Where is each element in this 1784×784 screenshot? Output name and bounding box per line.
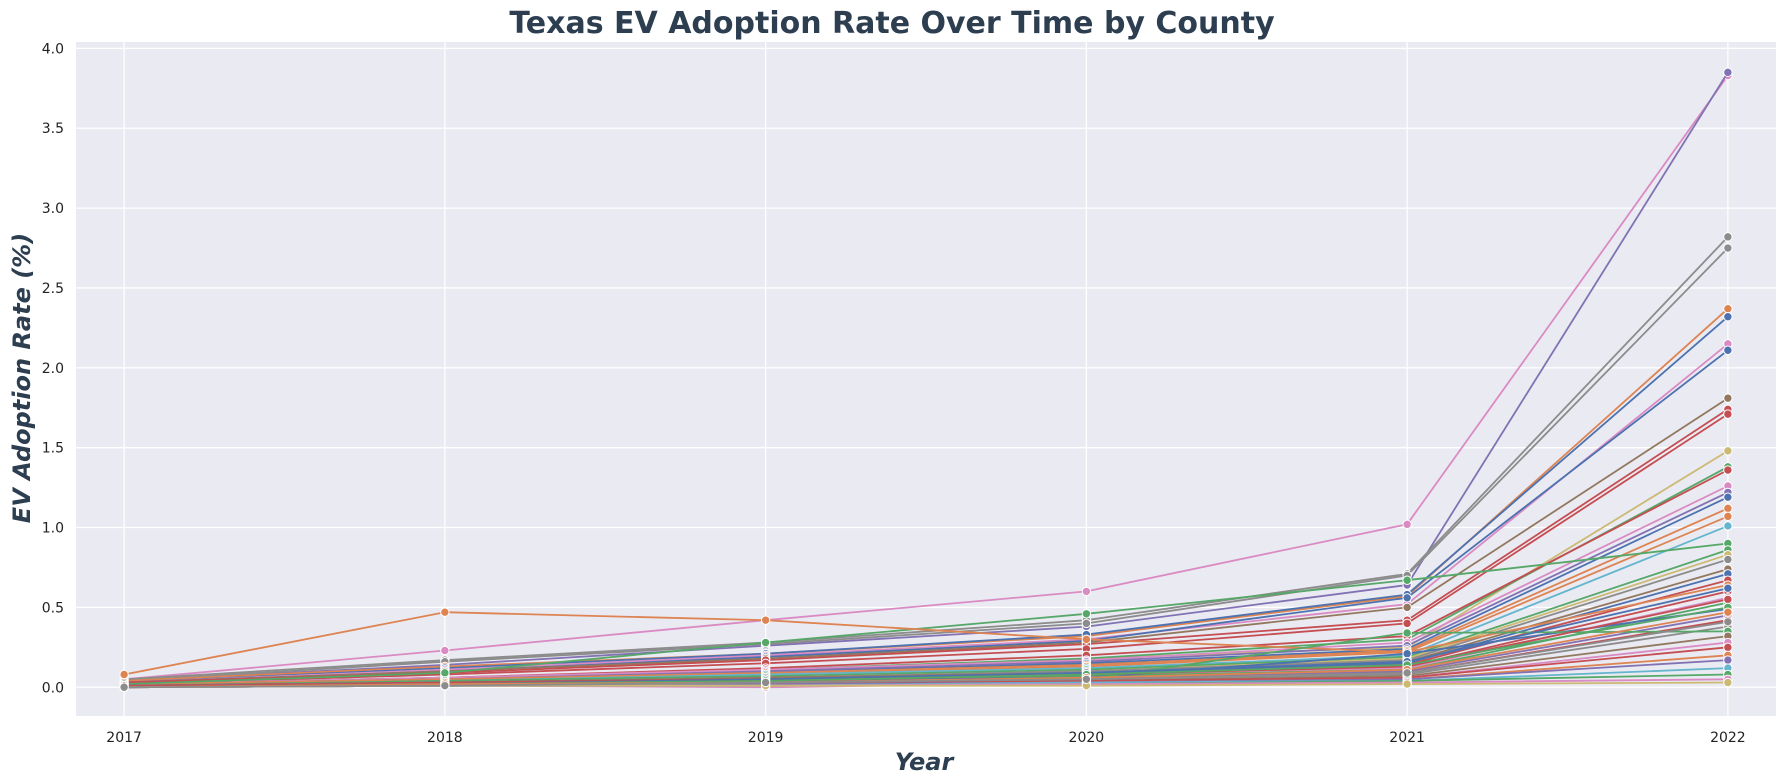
data-point (1723, 642, 1733, 653)
x-tick-label: 2017 (106, 730, 142, 746)
x-tick-label: 2022 (1710, 730, 1746, 746)
data-point (1723, 617, 1733, 627)
data-point (1081, 609, 1092, 619)
x-tick-label: 2021 (1389, 730, 1425, 746)
data-point (1402, 575, 1412, 585)
data-point (1723, 393, 1733, 403)
data-point (440, 680, 450, 691)
chart-title: Texas EV Adoption Rate Over Time by Coun… (509, 6, 1275, 41)
series-line (124, 316, 1729, 684)
x-tick-label: 2020 (1069, 730, 1105, 746)
data-point (1723, 446, 1733, 456)
y-tick-label: 4.0 (42, 41, 64, 57)
series-50 (119, 617, 1733, 692)
data-point (1723, 554, 1733, 565)
data-point (1402, 602, 1412, 613)
series-line (124, 247, 1729, 682)
data-point (1723, 677, 1733, 688)
data-point (1402, 519, 1412, 530)
data-point (1723, 67, 1733, 78)
tick-labels: 0.0 0.5 1.0 1.5 2.0 2.5 3.0 3.5 4.0 2017 2018 2019 2… (42, 41, 1746, 746)
data-point (440, 607, 450, 617)
data-point (1723, 304, 1733, 314)
data-point (760, 615, 771, 625)
data-point (1723, 232, 1733, 242)
series-line (124, 397, 1729, 684)
series-line (124, 485, 1729, 685)
y-tick-label: 0.5 (42, 600, 64, 616)
y-tick-label: 2.5 (42, 281, 64, 297)
y-axis-label: EV Adoption Rate (%) (8, 233, 36, 523)
series-line (124, 413, 1729, 685)
data-point (440, 668, 450, 678)
series-line (124, 71, 1729, 682)
data-point (1402, 618, 1412, 629)
data-point (1723, 583, 1733, 593)
plot-area (76, 42, 1776, 716)
data-point (1402, 679, 1412, 689)
y-tick-label: 2.0 (42, 361, 64, 377)
data-point (1402, 628, 1412, 638)
series-line (124, 620, 1729, 689)
data-point (1723, 312, 1733, 322)
data-point (1723, 503, 1733, 514)
data-point (1723, 511, 1733, 522)
data-point (1081, 634, 1092, 645)
data-point (1402, 649, 1412, 659)
series-line (124, 542, 1729, 685)
y-tick-label: 1.0 (42, 521, 64, 537)
y-tick-label: 1.5 (42, 441, 64, 457)
data-point (1723, 655, 1733, 665)
data-point (1723, 345, 1733, 355)
series-line (124, 236, 1729, 681)
series-lines (119, 67, 1733, 692)
y-tick-label: 0.0 (42, 680, 64, 696)
data-point (1081, 586, 1092, 597)
data-point (1723, 594, 1733, 605)
data-point (119, 682, 129, 692)
y-tick-label: 3.0 (42, 201, 64, 217)
series-line (124, 549, 1729, 687)
data-point (440, 645, 450, 656)
data-point (760, 677, 771, 688)
data-point (1081, 674, 1092, 684)
data-point (1081, 618, 1092, 629)
data-point (1723, 492, 1733, 502)
x-tick-label: 2019 (748, 730, 784, 746)
data-point (1723, 409, 1733, 419)
data-point (1402, 668, 1412, 678)
data-point (119, 669, 129, 680)
data-point (1723, 465, 1733, 475)
data-point (1723, 607, 1733, 617)
series-line (123, 584, 1729, 676)
data-point (760, 637, 771, 648)
y-tick-label: 3.5 (42, 121, 64, 137)
series-line (124, 507, 1729, 685)
data-point (1723, 243, 1733, 253)
series-line (124, 74, 1729, 681)
series-line (124, 343, 1729, 684)
x-axis-label: Year (895, 748, 956, 776)
x-tick-label: 2018 (427, 730, 463, 746)
data-point (1402, 593, 1412, 603)
data-point (1723, 521, 1733, 531)
